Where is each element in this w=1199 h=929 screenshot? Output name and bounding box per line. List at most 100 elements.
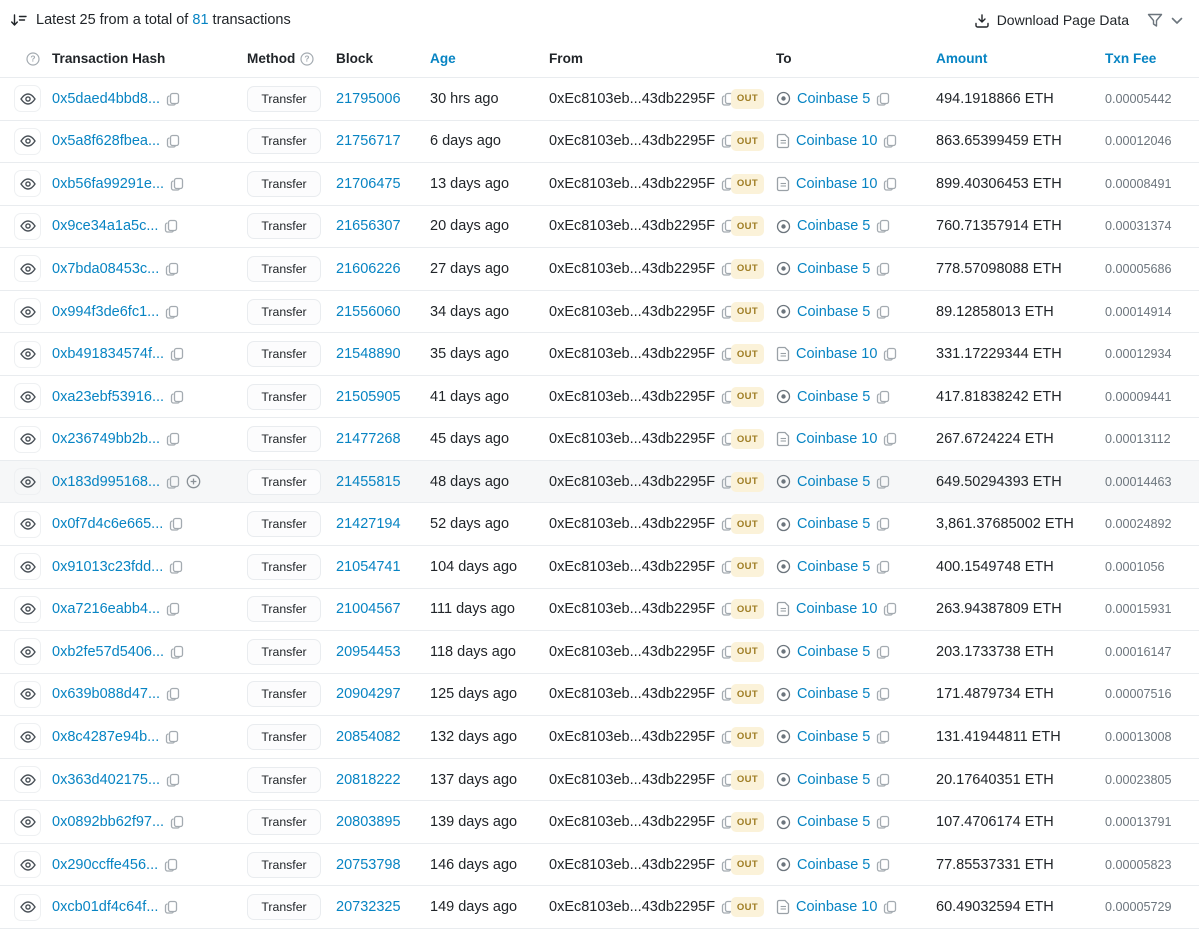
- block-link[interactable]: 21556060: [336, 303, 401, 320]
- transaction-hash-link[interactable]: 0xcb01df4c64f...: [52, 899, 159, 916]
- transaction-hash-link[interactable]: 0x183d995168...: [52, 473, 161, 490]
- block-link[interactable]: 21427194: [336, 516, 401, 533]
- to-address-link[interactable]: Coinbase 10: [796, 346, 878, 363]
- preview-transaction-button[interactable]: [14, 425, 41, 453]
- copy-to-address-button[interactable]: [876, 517, 890, 531]
- copy-to-address-button[interactable]: [883, 134, 897, 148]
- copy-hash-button[interactable]: [165, 262, 179, 276]
- preview-transaction-button[interactable]: [14, 85, 41, 113]
- block-link[interactable]: 20854082: [336, 728, 401, 745]
- copy-hash-button[interactable]: [166, 92, 180, 106]
- preview-transaction-button[interactable]: [14, 638, 41, 666]
- to-address-link[interactable]: Coinbase 5: [797, 388, 871, 405]
- block-link[interactable]: 21004567: [336, 601, 401, 618]
- block-link[interactable]: 20732325: [336, 899, 401, 916]
- copy-hash-button[interactable]: [165, 730, 179, 744]
- copy-to-address-button[interactable]: [876, 815, 890, 829]
- to-address-link[interactable]: Coinbase 10: [796, 175, 878, 192]
- copy-to-address-button[interactable]: [876, 92, 890, 106]
- copy-hash-button[interactable]: [170, 177, 184, 191]
- block-link[interactable]: 20818222: [336, 771, 401, 788]
- copy-to-address-button[interactable]: [876, 858, 890, 872]
- copy-to-address-button[interactable]: [883, 432, 897, 446]
- copy-hash-button[interactable]: [166, 475, 180, 489]
- copy-hash-button[interactable]: [169, 517, 183, 531]
- filter-dropdown-button[interactable]: [1147, 13, 1183, 27]
- copy-hash-button[interactable]: [166, 432, 180, 446]
- copy-to-address-button[interactable]: [883, 347, 897, 361]
- preview-transaction-button[interactable]: [14, 383, 41, 411]
- preview-transaction-button[interactable]: [14, 595, 41, 623]
- copy-hash-button[interactable]: [164, 858, 178, 872]
- block-link[interactable]: 20803895: [336, 814, 401, 831]
- column-header-txn-fee[interactable]: Txn Fee: [1105, 51, 1157, 66]
- block-link[interactable]: 21795006: [336, 90, 401, 107]
- preview-transaction-button[interactable]: [14, 723, 41, 751]
- block-link[interactable]: 21756717: [336, 133, 401, 150]
- column-header-amount[interactable]: Amount: [936, 51, 988, 66]
- preview-transaction-button[interactable]: [14, 468, 41, 496]
- transaction-hash-link[interactable]: 0x639b088d47...: [52, 686, 161, 703]
- copy-to-address-button[interactable]: [883, 900, 897, 914]
- to-address-link[interactable]: Coinbase 5: [797, 856, 871, 873]
- transaction-hash-link[interactable]: 0x91013c23fdd...: [52, 558, 164, 575]
- row-help-icon[interactable]: [14, 51, 52, 66]
- to-address-link[interactable]: Coinbase 5: [797, 260, 871, 277]
- copy-to-address-button[interactable]: [876, 687, 890, 702]
- copy-hash-button[interactable]: [166, 773, 180, 787]
- block-link[interactable]: 21477268: [336, 431, 401, 448]
- preview-transaction-button[interactable]: [14, 170, 41, 198]
- transaction-hash-link[interactable]: 0xa23ebf53916...: [52, 388, 165, 405]
- block-link[interactable]: 21606226: [336, 260, 401, 277]
- copy-hash-button[interactable]: [169, 560, 183, 574]
- transaction-hash-link[interactable]: 0x9ce34a1a5c...: [52, 218, 159, 235]
- preview-transaction-button[interactable]: [14, 298, 41, 325]
- transaction-hash-link[interactable]: 0x363d402175...: [52, 771, 161, 788]
- block-link[interactable]: 21548890: [336, 346, 401, 363]
- transaction-hash-link[interactable]: 0x5a8f628fbea...: [52, 133, 161, 150]
- copy-to-address-button[interactable]: [883, 177, 897, 191]
- to-address-link[interactable]: Coinbase 5: [797, 218, 871, 235]
- preview-transaction-button[interactable]: [14, 127, 41, 155]
- preview-transaction-button[interactable]: [14, 808, 41, 836]
- preview-transaction-button[interactable]: [14, 510, 41, 538]
- transaction-hash-link[interactable]: 0x290ccffe456...: [52, 856, 159, 873]
- to-address-link[interactable]: Coinbase 5: [797, 643, 871, 660]
- to-address-link[interactable]: Coinbase 10: [796, 431, 878, 448]
- copy-to-address-button[interactable]: [876, 305, 890, 319]
- copy-hash-button[interactable]: [164, 219, 178, 234]
- to-address-link[interactable]: Coinbase 5: [797, 771, 871, 788]
- transaction-hash-link[interactable]: 0x7bda08453c...: [52, 260, 160, 277]
- to-address-link[interactable]: Coinbase 5: [797, 473, 871, 490]
- to-address-link[interactable]: Coinbase 10: [796, 601, 878, 618]
- transaction-hash-link[interactable]: 0x0892bb62f97...: [52, 814, 165, 831]
- to-address-link[interactable]: Coinbase 5: [797, 90, 871, 107]
- copy-hash-button[interactable]: [166, 134, 180, 148]
- transaction-hash-link[interactable]: 0x8c4287e94b...: [52, 728, 160, 745]
- method-help-icon[interactable]: [300, 51, 314, 66]
- preview-transaction-button[interactable]: [14, 212, 41, 240]
- copy-to-address-button[interactable]: [876, 262, 890, 276]
- copy-to-address-button[interactable]: [876, 730, 890, 744]
- expand-transaction-button[interactable]: [186, 474, 201, 489]
- preview-transaction-button[interactable]: [14, 553, 41, 581]
- column-header-age[interactable]: Age: [430, 51, 456, 66]
- block-link[interactable]: 21505905: [336, 388, 401, 405]
- transaction-hash-link[interactable]: 0xa7216eabb4...: [52, 601, 161, 618]
- copy-hash-button[interactable]: [165, 305, 179, 319]
- copy-hash-button[interactable]: [166, 687, 180, 702]
- transaction-hash-link[interactable]: 0x0f7d4c6e665...: [52, 516, 164, 533]
- block-link[interactable]: 20753798: [336, 856, 401, 873]
- copy-hash-button[interactable]: [170, 645, 184, 659]
- block-link[interactable]: 21706475: [336, 175, 401, 192]
- block-link[interactable]: 21656307: [336, 218, 401, 235]
- copy-to-address-button[interactable]: [876, 560, 890, 574]
- preview-transaction-button[interactable]: [14, 893, 41, 921]
- copy-hash-button[interactable]: [170, 347, 184, 361]
- transaction-hash-link[interactable]: 0xb56fa99291e...: [52, 175, 165, 192]
- to-address-link[interactable]: Coinbase 10: [796, 899, 878, 916]
- download-page-data-button[interactable]: Download Page Data: [974, 12, 1129, 28]
- preview-transaction-button[interactable]: [14, 680, 41, 708]
- preview-transaction-button[interactable]: [14, 851, 41, 879]
- to-address-link[interactable]: Coinbase 5: [797, 686, 871, 703]
